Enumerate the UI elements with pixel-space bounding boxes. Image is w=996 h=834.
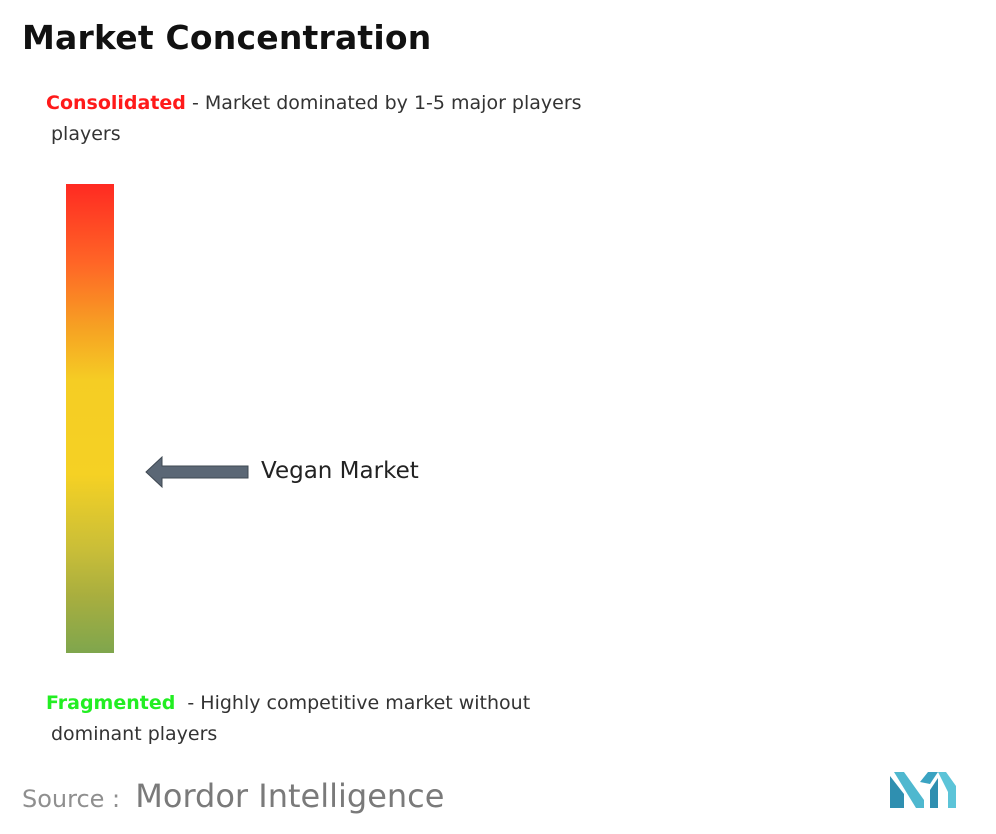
- legend-fragmented-continuation: dominant players: [51, 723, 218, 745]
- legend-consolidated: Consolidated - Market dominated by 1-5 m…: [46, 92, 582, 114]
- legend-fragmented-description: - Highly competitive market without: [187, 692, 531, 714]
- source-name: Mordor Intelligence: [135, 777, 445, 815]
- legend-consolidated-key: Consolidated: [46, 92, 186, 114]
- legend-consolidated-continuation: players: [51, 123, 121, 145]
- arrow-shape: [145, 455, 249, 489]
- legend-consolidated-description: - Market dominated by 1-5 major players: [191, 92, 582, 114]
- left-arrow-icon: [145, 455, 249, 489]
- concentration-scale-bar: [66, 184, 114, 653]
- market-marker-label: Vegan Market: [261, 458, 419, 484]
- page-title: Market Concentration: [22, 18, 432, 57]
- legend-fragmented: Fragmented - Highly competitive market w…: [46, 692, 530, 714]
- source-label: Source :: [22, 785, 121, 813]
- mordor-intelligence-logo-icon: [890, 772, 956, 808]
- source-attribution: Source : Mordor Intelligence: [22, 777, 444, 815]
- legend-fragmented-key: Fragmented: [46, 692, 176, 714]
